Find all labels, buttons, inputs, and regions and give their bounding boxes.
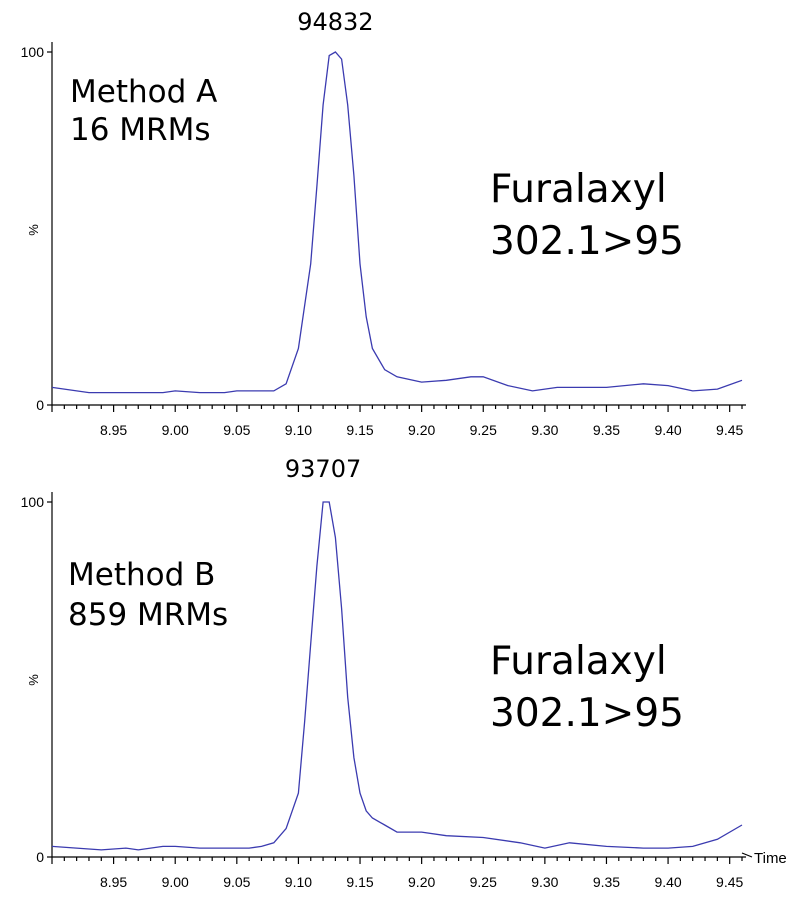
- y-tick-label: 100: [21, 494, 45, 510]
- x-tick-label: 9.25: [470, 422, 497, 438]
- compound-annotation: Furalaxyl: [490, 639, 667, 684]
- y-tick-label: 100: [21, 44, 45, 60]
- x-tick-label: 9.15: [346, 422, 373, 438]
- x-tick-label: 9.40: [654, 422, 681, 438]
- x-tick-label: 9.35: [593, 422, 620, 438]
- method-annotation: 16 MRMs: [70, 112, 210, 148]
- chromatogram-trace: [51, 51, 743, 394]
- x-tick-label: 9.40: [654, 874, 681, 890]
- y-axis-label: %: [26, 224, 41, 236]
- x-tick-label: 9.30: [531, 422, 558, 438]
- method-annotation: Method A: [70, 74, 217, 110]
- x-tick-label: 8.95: [100, 874, 127, 890]
- x-axis-arrow: [741, 852, 753, 858]
- compound-annotation: Furalaxyl: [490, 167, 667, 212]
- x-tick-label: 9.25: [470, 874, 497, 890]
- x-tick-label: 9.00: [162, 422, 189, 438]
- peak-area-label: 94832: [297, 8, 373, 36]
- peak-area-label: 93707: [285, 455, 361, 483]
- y-tick-label: 0: [36, 397, 44, 413]
- x-axis-label: Time: [754, 850, 787, 867]
- x-tick-label: 9.05: [223, 874, 250, 890]
- x-tick-label: 9.20: [408, 422, 435, 438]
- chromatogram-trace: [51, 501, 743, 851]
- x-tick-label: 9.35: [593, 874, 620, 890]
- compound-annotation: 302.1>95: [490, 219, 684, 264]
- x-tick-label: 9.15: [346, 874, 373, 890]
- y-axis-label: %: [26, 674, 41, 686]
- x-tick-label: 9.00: [162, 874, 189, 890]
- x-tick-label: 9.10: [285, 874, 312, 890]
- x-tick-label: 9.20: [408, 874, 435, 890]
- x-tick-label: 9.45: [716, 874, 743, 890]
- compound-annotation: 302.1>95: [490, 691, 684, 736]
- x-tick-label: 9.45: [716, 422, 743, 438]
- method-annotation: Method B: [68, 557, 215, 593]
- x-tick-label: 9.30: [531, 874, 558, 890]
- x-tick-label: 9.10: [285, 422, 312, 438]
- x-tick-label: 9.05: [223, 422, 250, 438]
- y-tick-label: 0: [36, 849, 44, 865]
- x-tick-label: 8.95: [100, 422, 127, 438]
- method-annotation: 859 MRMs: [68, 597, 228, 633]
